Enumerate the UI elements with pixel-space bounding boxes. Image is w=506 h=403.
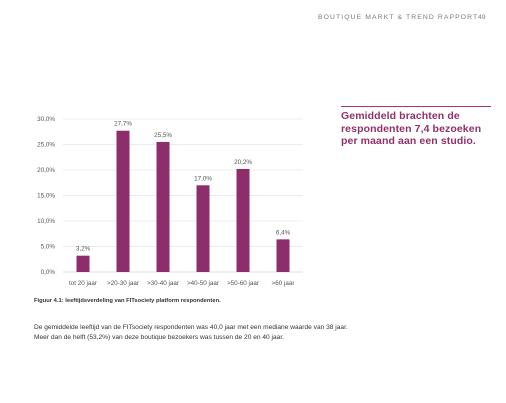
y-tick-label: 20,0% bbox=[37, 167, 55, 174]
x-tick-label: tot 20 jaar bbox=[69, 280, 97, 287]
page-header: BOUTIQUE MARKT & TREND RAPPORT 49 bbox=[0, 14, 506, 28]
report-title: BOUTIQUE MARKT & TREND RAPPORT bbox=[318, 14, 479, 21]
callout-text: Gemiddeld brachten de respondenten 7,4 b… bbox=[341, 110, 482, 147]
x-tick-label: >60 jaar bbox=[272, 280, 295, 287]
bar bbox=[276, 239, 290, 272]
x-tick-label: >20-30 jaar bbox=[107, 280, 139, 287]
bar bbox=[116, 130, 130, 272]
page-number: 49 bbox=[478, 14, 486, 21]
x-tick-label: >30-40 jaar bbox=[147, 280, 179, 287]
chart-bars bbox=[76, 130, 290, 272]
x-tick-label: >50-60 jaar bbox=[227, 280, 259, 287]
bar bbox=[156, 141, 170, 272]
y-tick-label: 0,0% bbox=[41, 269, 56, 276]
data-label: 20,2% bbox=[234, 159, 252, 166]
y-tick-label: 30,0% bbox=[37, 116, 55, 123]
y-tick-label: 10,0% bbox=[37, 218, 55, 225]
chart-data-labels: 3,2% 27,7% 25,5% 17,0% 20,2% 6,4% bbox=[76, 121, 291, 253]
callout-box: Gemiddeld brachten de respondenten 7,4 b… bbox=[341, 106, 491, 148]
data-label: 17,0% bbox=[194, 175, 212, 182]
y-tick-label: 15,0% bbox=[37, 193, 55, 200]
data-label: 6,4% bbox=[276, 229, 291, 236]
x-tick-label: >40-50 jaar bbox=[187, 280, 219, 287]
data-label: 27,7% bbox=[114, 121, 132, 128]
x-axis-ticks: tot 20 jaar >20-30 jaar >30-40 jaar >40-50 … bbox=[69, 280, 294, 287]
y-axis-ticks: 0,0% 5,0% 10,0% 15,0% 20,0% 25,0% 30,0% bbox=[37, 116, 55, 276]
y-tick-label: 25,0% bbox=[37, 142, 55, 149]
figure-caption: Figuur 4.1: leeftijdsverdeling van FITso… bbox=[34, 298, 221, 304]
data-label: 3,2% bbox=[76, 246, 91, 253]
bar bbox=[76, 255, 90, 272]
data-label: 25,5% bbox=[154, 132, 172, 139]
bar bbox=[196, 185, 210, 272]
chart-gridlines bbox=[63, 118, 303, 273]
body-paragraph: De gemiddelde leeftijd van de FITsociety… bbox=[34, 324, 348, 342]
bar bbox=[236, 168, 250, 272]
y-tick-label: 5,0% bbox=[41, 244, 56, 251]
